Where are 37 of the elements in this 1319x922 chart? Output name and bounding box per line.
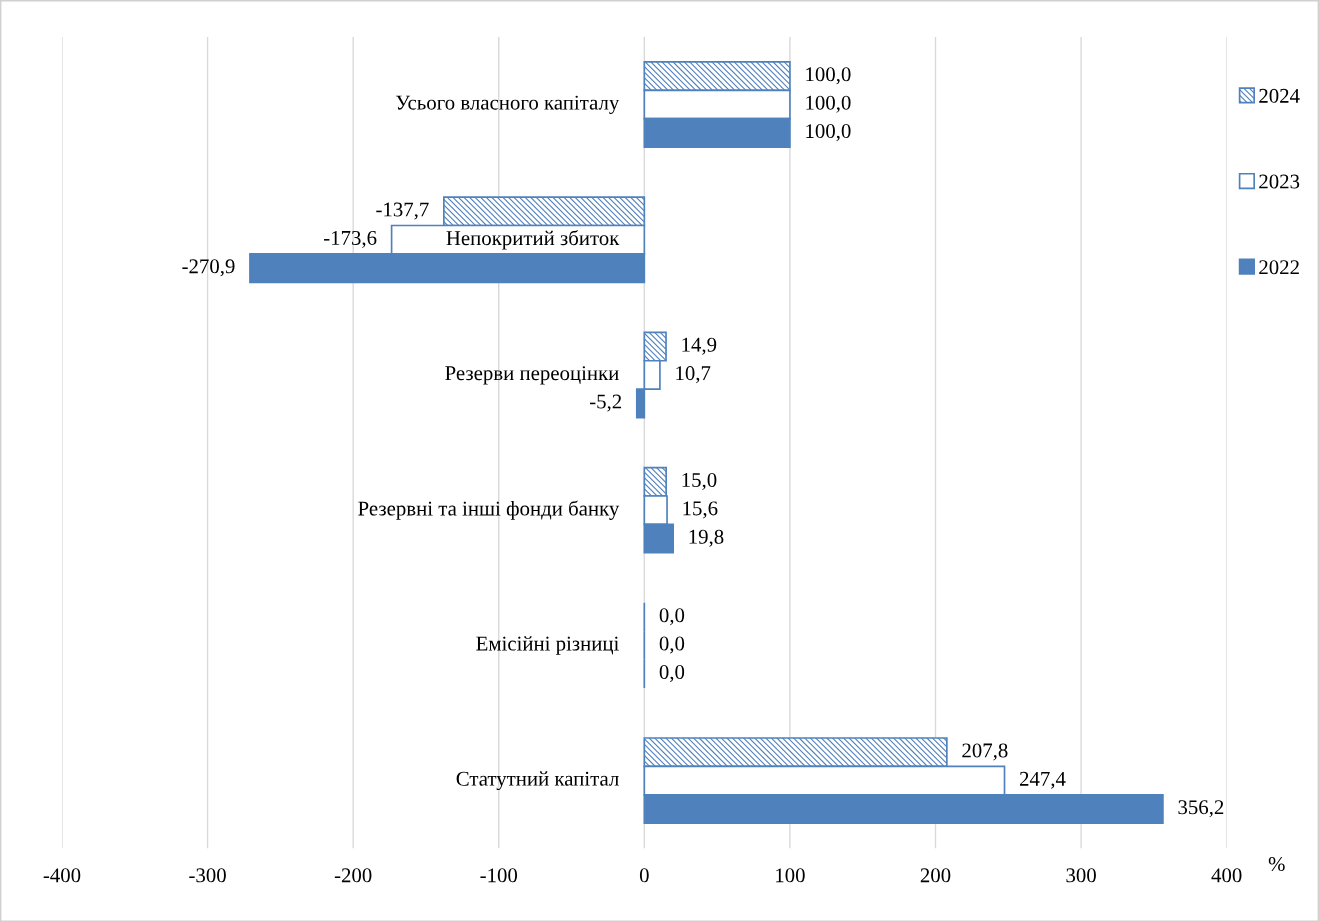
x-tick-label: 0 bbox=[639, 868, 649, 883]
data-label: 207,8 bbox=[962, 743, 1008, 761]
y-tick-label: Резерви переоцінки bbox=[445, 366, 619, 385]
data-label: -137,7 bbox=[376, 202, 429, 220]
data-label: 247,4 bbox=[1019, 771, 1066, 789]
data-label: -173,6 bbox=[324, 230, 377, 248]
data-label: 15,0 bbox=[682, 472, 717, 490]
data-label: 100,0 bbox=[806, 124, 851, 142]
y-tick-label: Непокритий збиток bbox=[446, 230, 620, 250]
data-label: -270,9 bbox=[182, 259, 235, 277]
data-label: 100,0 bbox=[806, 67, 851, 85]
x-tick-label: 300 bbox=[1066, 868, 1096, 883]
x-tick-label: -400 bbox=[43, 868, 81, 883]
x-tick-label: 200 bbox=[920, 868, 951, 883]
x-tick-label: 100 bbox=[776, 868, 805, 883]
x-tick-label: -200 bbox=[334, 868, 372, 883]
y-tick-label: Емісійні різниці bbox=[476, 636, 619, 655]
data-label: 19,8 bbox=[689, 529, 724, 547]
y-tick-label: Резервні та інші фонди банку bbox=[358, 500, 620, 520]
legend-label: 2023 bbox=[1259, 174, 1300, 189]
y-tick-label: Усього власного капіталу bbox=[395, 95, 620, 114]
data-label: 10,7 bbox=[676, 366, 711, 384]
data-label: 0,0 bbox=[659, 608, 685, 626]
data-label: 14,9 bbox=[682, 337, 717, 355]
data-label: 100,0 bbox=[806, 95, 851, 113]
legend-label: 2022 bbox=[1259, 260, 1299, 275]
data-label: 15,6 bbox=[683, 501, 718, 519]
data-label: -5,2 bbox=[590, 394, 622, 412]
data-label: 356,2 bbox=[1178, 800, 1224, 818]
data-label: 0,0 bbox=[659, 664, 685, 683]
x-tick-label: -300 bbox=[189, 868, 226, 883]
legend-label: 2024 bbox=[1259, 88, 1300, 103]
x-tick-label: -100 bbox=[480, 868, 518, 883]
x-tick-label: 400 bbox=[1211, 868, 1242, 883]
data-label: 0,0 bbox=[659, 636, 685, 654]
x-axis-title: % bbox=[1268, 856, 1285, 872]
y-tick-label: Статутний капітал bbox=[456, 771, 619, 791]
